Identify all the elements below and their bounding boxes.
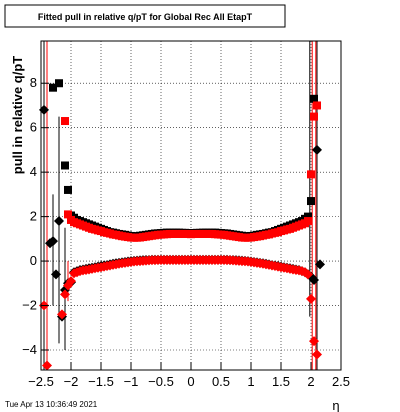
data-point-square xyxy=(304,212,312,221)
timestamp: Tue Apr 13 10:36:49 2021 xyxy=(5,400,98,409)
data-point-diamond xyxy=(66,276,76,287)
data-point-diamond xyxy=(303,269,313,280)
data-points xyxy=(39,79,325,371)
data-point-diamond xyxy=(57,309,67,320)
x-axis-ticks: −2.5 −2 −1.5 −1 −0.5 0 0.5 1 1.5 2 2.5 xyxy=(28,362,350,389)
x-tick-label: −1 xyxy=(124,374,139,389)
data-point-diamond xyxy=(51,269,61,280)
title-box xyxy=(4,4,286,28)
data-point-square xyxy=(310,112,318,121)
x-tick-label: −0.5 xyxy=(148,374,174,389)
data-point-diamond xyxy=(60,289,70,300)
data-point-diamond xyxy=(315,259,325,270)
data-point-square xyxy=(61,161,69,170)
y-axis-ticks: −4 −2 0 2 4 6 8 xyxy=(22,75,49,357)
x-tick-label: −2.5 xyxy=(28,374,54,389)
data-point-diamond xyxy=(312,144,322,155)
grid-lines xyxy=(40,41,342,370)
data-point-diamond xyxy=(312,349,322,360)
data-point-diamond xyxy=(54,216,64,227)
chart-title: Fitted pull in relative q/pT for Global … xyxy=(38,12,253,22)
y-tick-label: 6 xyxy=(30,120,37,135)
data-point-square xyxy=(310,94,318,103)
data-point-square xyxy=(307,170,315,179)
x-tick-label: −1.5 xyxy=(88,374,114,389)
data-point-square xyxy=(61,117,69,126)
y-tick-label: 8 xyxy=(30,75,37,90)
error-bars xyxy=(43,41,318,370)
y-axis-label: pull in relative q/pT xyxy=(10,56,25,175)
data-point-square xyxy=(64,185,72,194)
data-point-diamond xyxy=(306,293,316,304)
y-tick-label: 2 xyxy=(30,209,37,224)
data-point-diamond xyxy=(309,336,319,347)
data-point-square xyxy=(304,217,312,226)
x-axis-label: η xyxy=(332,398,339,412)
x-tick-label: 0.5 xyxy=(212,374,230,389)
x-tick-label: −2 xyxy=(64,374,79,389)
data-point-square xyxy=(313,101,321,110)
y-tick-label: −4 xyxy=(22,342,37,357)
x-tick-label: 2.5 xyxy=(332,374,350,389)
y-tick-label: 0 xyxy=(30,253,37,268)
data-point-diamond xyxy=(309,274,319,285)
x-tick-label: 0 xyxy=(187,374,194,389)
data-point-square xyxy=(49,83,57,92)
data-point-square xyxy=(307,197,315,206)
data-point-square xyxy=(64,210,72,219)
data-point-square xyxy=(55,79,63,88)
x-tick-label: 2 xyxy=(307,374,314,389)
y-tick-label: −2 xyxy=(22,298,37,313)
x-tick-label: 1 xyxy=(247,374,254,389)
y-tick-label: 4 xyxy=(30,164,37,179)
data-point-diamond xyxy=(48,236,58,247)
x-tick-label: 1.5 xyxy=(272,374,290,389)
data-point-diamond xyxy=(42,360,52,371)
